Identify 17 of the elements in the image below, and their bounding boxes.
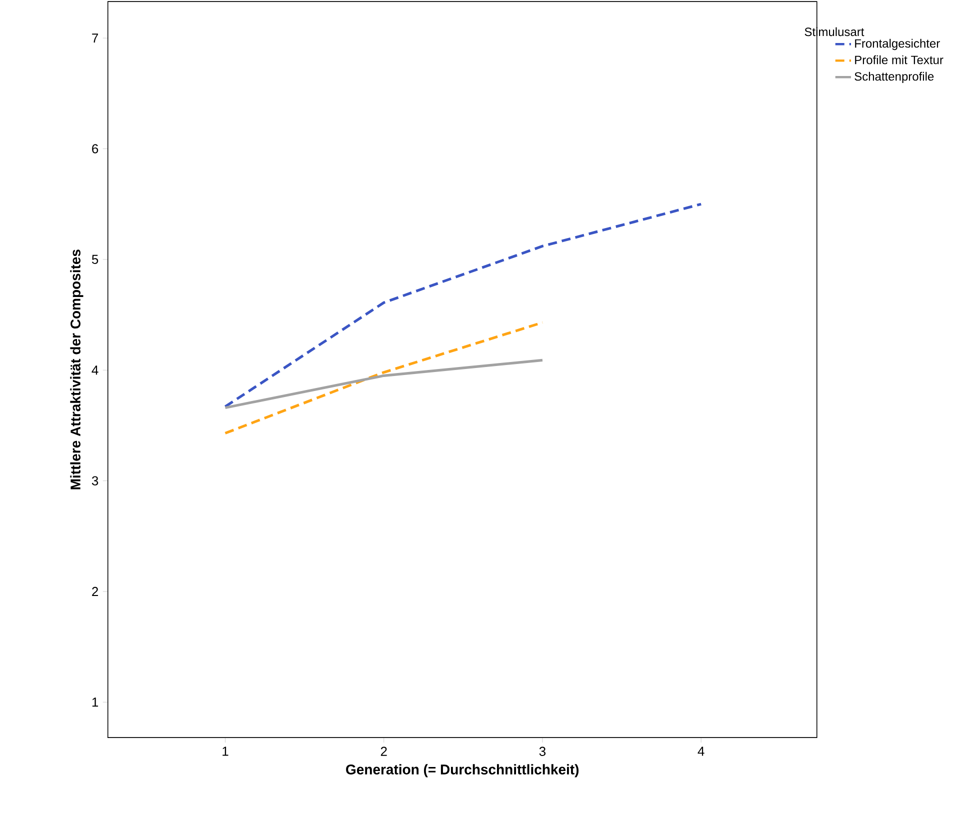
x-tick-label: 1 (222, 746, 228, 756)
y-tick-label: 6 (92, 144, 98, 154)
y-axis-title: Mittlere Attraktivität der Composites (70, 250, 84, 490)
legend-label: Frontalgesichter (855, 38, 940, 50)
y-tick-label: 5 (92, 254, 98, 264)
line-series (224, 202, 702, 408)
x-tick-label: 4 (698, 746, 704, 756)
x-axis-title: Generation (= Durchschnittlichkeit) (346, 764, 579, 778)
y-tick-label: 4 (92, 366, 98, 375)
legend-label: Profile mit Textur (855, 55, 944, 64)
y-tick-label: 7 (92, 34, 98, 43)
legend-label: Schattenprofile (854, 72, 934, 84)
x-tick-label: 3 (539, 746, 546, 756)
x-tick-label: 2 (380, 746, 387, 756)
y-tick-label: 3 (92, 476, 98, 486)
y-tick-label: 1 (92, 698, 98, 707)
y-tick-label: 2 (92, 586, 98, 596)
